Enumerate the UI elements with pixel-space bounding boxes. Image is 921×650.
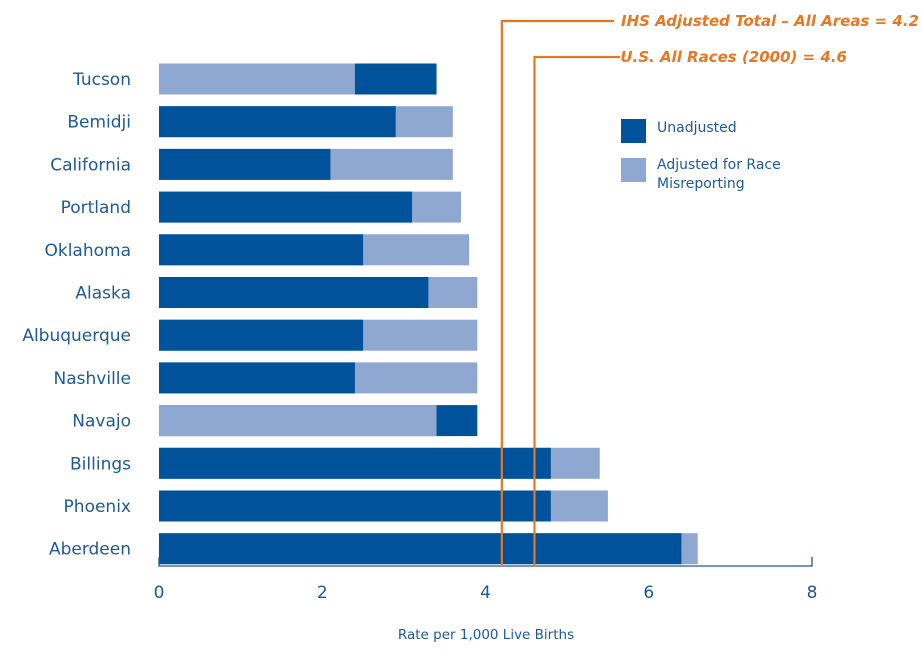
reference-label-us-all-races: U.S. All Races (2000) = 4.6 bbox=[620, 48, 847, 66]
category-label-california: California bbox=[50, 155, 131, 175]
bar-portland-unadjusted bbox=[159, 191, 413, 223]
category-label-alaska: Alaska bbox=[75, 284, 131, 304]
category-label-oklahoma: Oklahoma bbox=[44, 241, 131, 261]
bar-bemidji-unadjusted bbox=[159, 106, 396, 138]
bar-phoenix-unadjusted bbox=[159, 490, 551, 522]
reference-label-ihs-total: IHS Adjusted Total – All Areas = 4.2 bbox=[621, 12, 919, 30]
category-label-aberdeen: Aberdeen bbox=[49, 540, 131, 560]
bar-navajo-adjusted bbox=[159, 405, 437, 437]
category-label-portland: Portland bbox=[61, 198, 131, 218]
category-label-billings: Billings bbox=[70, 454, 131, 474]
bars-layer bbox=[159, 63, 698, 565]
x-axis-title: Rate per 1,000 Live Births bbox=[398, 627, 574, 643]
bar-billings-unadjusted bbox=[159, 447, 551, 479]
category-label-bemidji: Bemidji bbox=[67, 113, 131, 133]
reference-lines: IHS Adjusted Total – All Areas = 4.2 U.S.… bbox=[500, 12, 919, 566]
bar-albuquerque-unadjusted bbox=[159, 319, 364, 351]
legend-label-adjusted-line-1: Adjusted for Race bbox=[657, 157, 781, 173]
reference-line-ihs-total bbox=[500, 19, 614, 566]
bar-nashville-unadjusted bbox=[159, 362, 355, 394]
x-axis-ticks: 0 2 4 6 8 bbox=[154, 583, 818, 603]
x-axis-line bbox=[158, 557, 813, 567]
category-labels: Tucson Bemidji California Portland Oklahoma A… bbox=[22, 70, 131, 560]
category-label-navajo: Navajo bbox=[72, 412, 131, 432]
legend: Unadjusted Adjusted for Race Misreportin… bbox=[621, 119, 785, 192]
category-label-tucson: Tucson bbox=[72, 70, 131, 90]
bar-oklahoma-unadjusted bbox=[159, 234, 364, 266]
legend-swatch-adjusted bbox=[621, 158, 646, 182]
category-label-nashville: Nashville bbox=[54, 369, 131, 389]
x-tick-label-4: 4 bbox=[480, 583, 491, 603]
legend-swatch-unadjusted bbox=[621, 119, 646, 143]
x-tick-label-2: 2 bbox=[317, 583, 328, 603]
category-label-albuquerque: Albuquerque bbox=[22, 326, 131, 346]
x-tick-label-8: 8 bbox=[807, 583, 818, 603]
legend-label-adjusted: Adjusted for Race Misreporting bbox=[657, 157, 785, 192]
bar-california-unadjusted bbox=[159, 148, 331, 180]
bar-alaska-unadjusted bbox=[159, 277, 429, 308]
legend-label-unadjusted: Unadjusted bbox=[657, 120, 737, 136]
bar-aberdeen-unadjusted bbox=[159, 533, 682, 565]
x-tick-label-6: 6 bbox=[643, 583, 654, 603]
bar-tucson-adjusted bbox=[159, 63, 355, 95]
x-tick-label-0: 0 bbox=[154, 583, 165, 603]
reference-line-us-all-races bbox=[533, 55, 620, 566]
legend-label-adjusted-line-2: Misreporting bbox=[657, 176, 745, 192]
category-label-phoenix: Phoenix bbox=[64, 497, 131, 517]
